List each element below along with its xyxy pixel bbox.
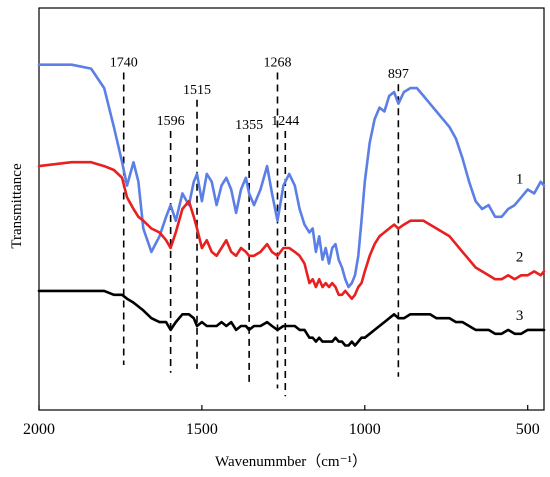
x-tick-label-1500: 1500 [186,421,218,438]
reference-label-1596: 1596 [157,114,185,129]
series-labels: 1 2 3 [516,171,524,323]
x-tick-label-1000: 1000 [349,421,381,438]
reference-lines: 1740 1596 1515 1355 1268 1244 897 [110,56,409,397]
reference-label-1268: 1268 [263,56,291,71]
plot-frame [38,7,545,411]
x-tick-label-500: 500 [516,421,540,438]
reference-label-1355: 1355 [235,118,263,133]
y-axis-label: Transmittance [9,163,25,249]
series-2-line [37,160,546,300]
series-3-line [37,289,546,347]
series-1-label: 1 [516,171,524,187]
series-lines [37,63,546,347]
series-3-label: 3 [516,308,524,324]
reference-label-1244: 1244 [271,114,299,129]
reference-label-1740: 1740 [110,56,138,71]
x-axis-ticks: 2000 1500 1000 500 [23,405,540,438]
plot-area: 1740 1596 1515 1355 1268 1244 897 1 2 3 2000 1500… [23,7,546,438]
series-1-line [37,63,546,289]
reference-label-897: 897 [388,67,409,82]
series-2-label: 2 [516,249,524,265]
x-tick-label-2000: 2000 [23,421,55,438]
x-axis-label: Wavenummber（cm⁻¹） [215,453,367,470]
reference-label-1515: 1515 [183,83,211,98]
